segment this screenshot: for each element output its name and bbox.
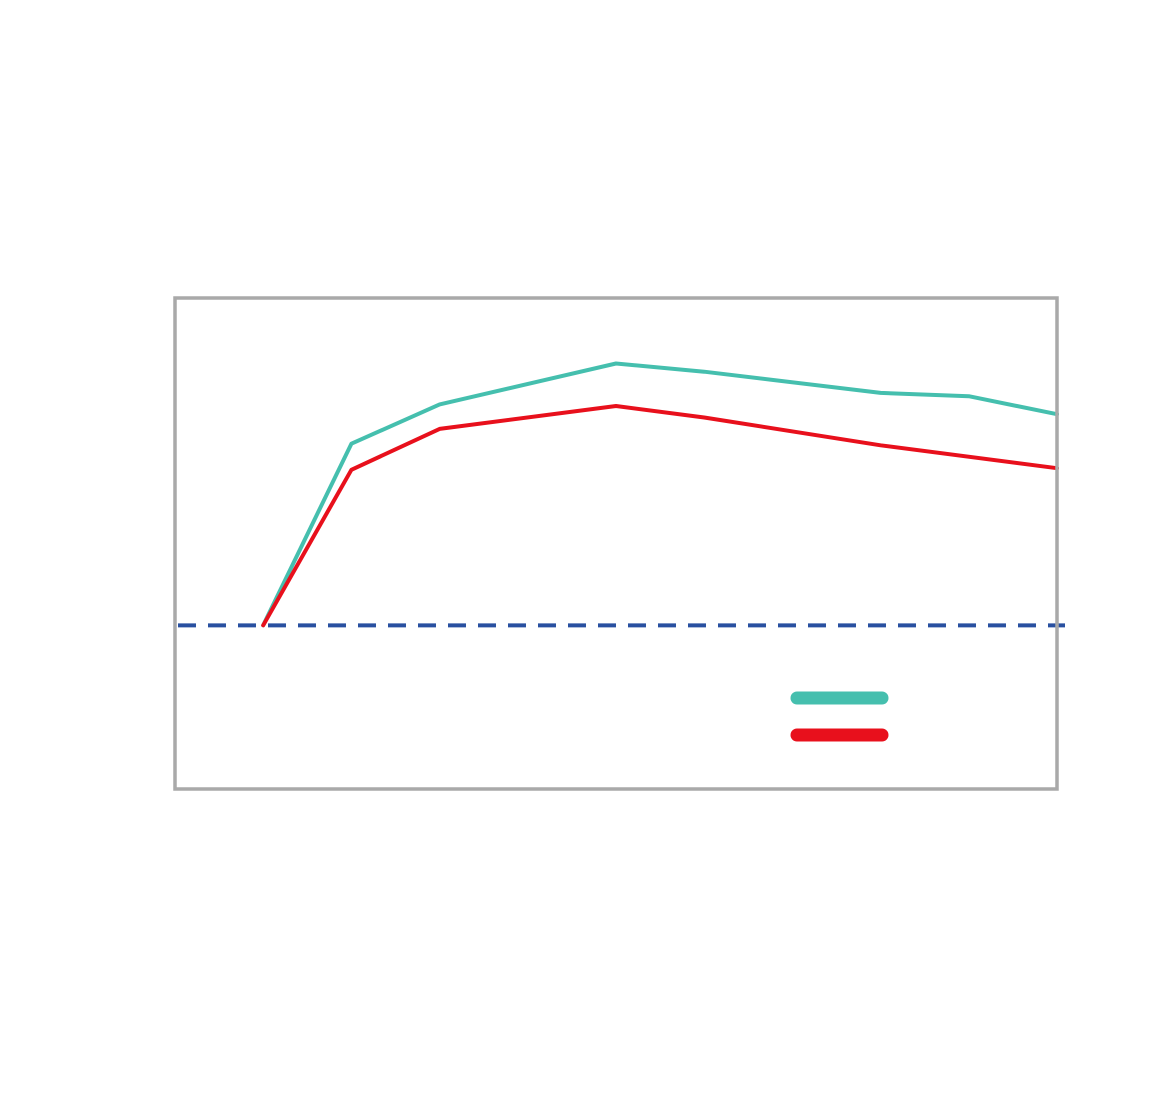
chart-svg [0,0,1175,1120]
line-chart [0,0,1175,1120]
